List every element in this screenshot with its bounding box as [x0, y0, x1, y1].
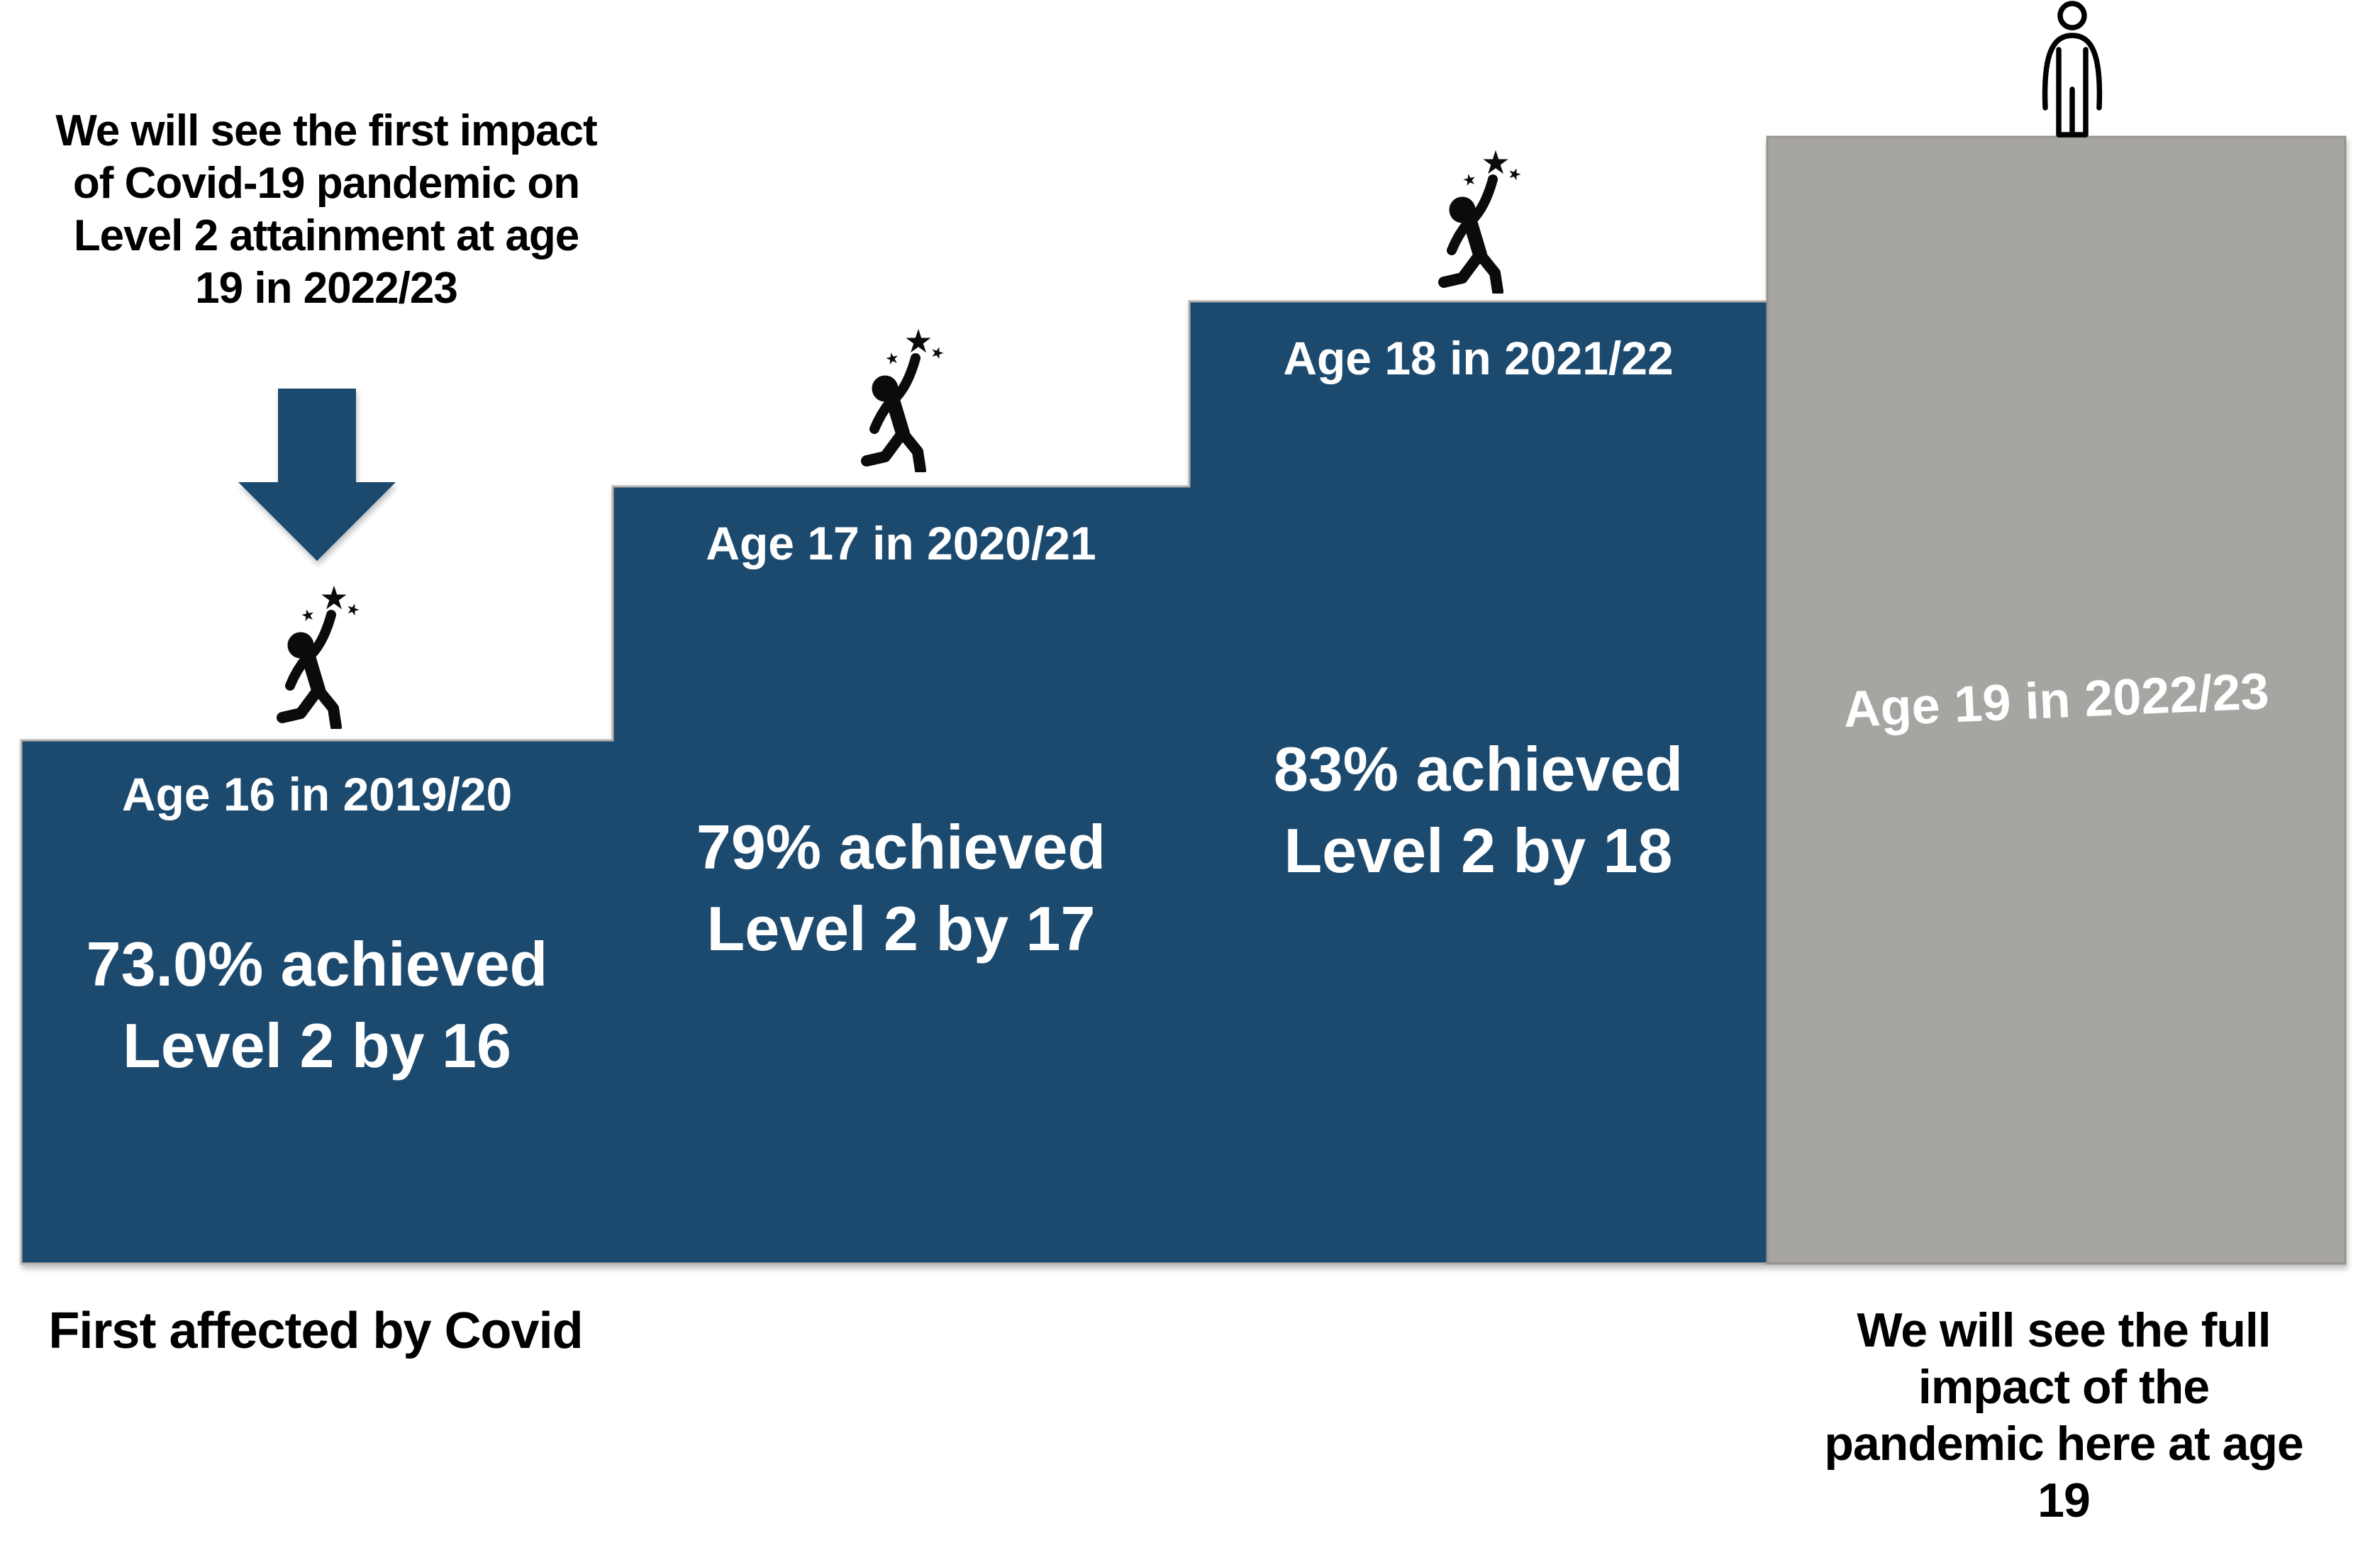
person-reaching-star-icon-step3	[1434, 148, 1523, 294]
step2-achievement-label: 79% achieved Level 2 by 17	[696, 812, 1106, 964]
person-standing-icon	[2025, 0, 2119, 138]
step-block-age-18	[1189, 301, 1767, 1264]
step3-age-label: Age 18 in 2021/22	[1283, 332, 1674, 384]
step2-age-label: Age 17 in 2020/21	[706, 517, 1096, 569]
step1-achievement-label: 73.0% achieved Level 2 by 16	[86, 929, 548, 1081]
step3-achievement-label: 83% achieved Level 2 by 18	[1273, 734, 1684, 886]
step-block-age-16	[21, 740, 613, 1264]
staircase-outline	[20, 300, 1769, 1265]
step1-age-label: Age 16 in 2019/20	[121, 768, 513, 820]
person-reaching-star-icon-step1	[272, 584, 361, 729]
future-block-age-19	[1766, 135, 2347, 1265]
bottom-right-annotation: We will see the full impact of the pande…	[1824, 1303, 2303, 1527]
step-block-age-17	[613, 486, 1189, 1264]
top-left-annotation: We will see the first impact of Covid-19…	[55, 106, 597, 313]
bottom-left-annotation: First affected by Covid	[48, 1303, 583, 1359]
down-arrow-icon	[238, 389, 396, 561]
person-reaching-star-icon-step2	[857, 327, 945, 472]
